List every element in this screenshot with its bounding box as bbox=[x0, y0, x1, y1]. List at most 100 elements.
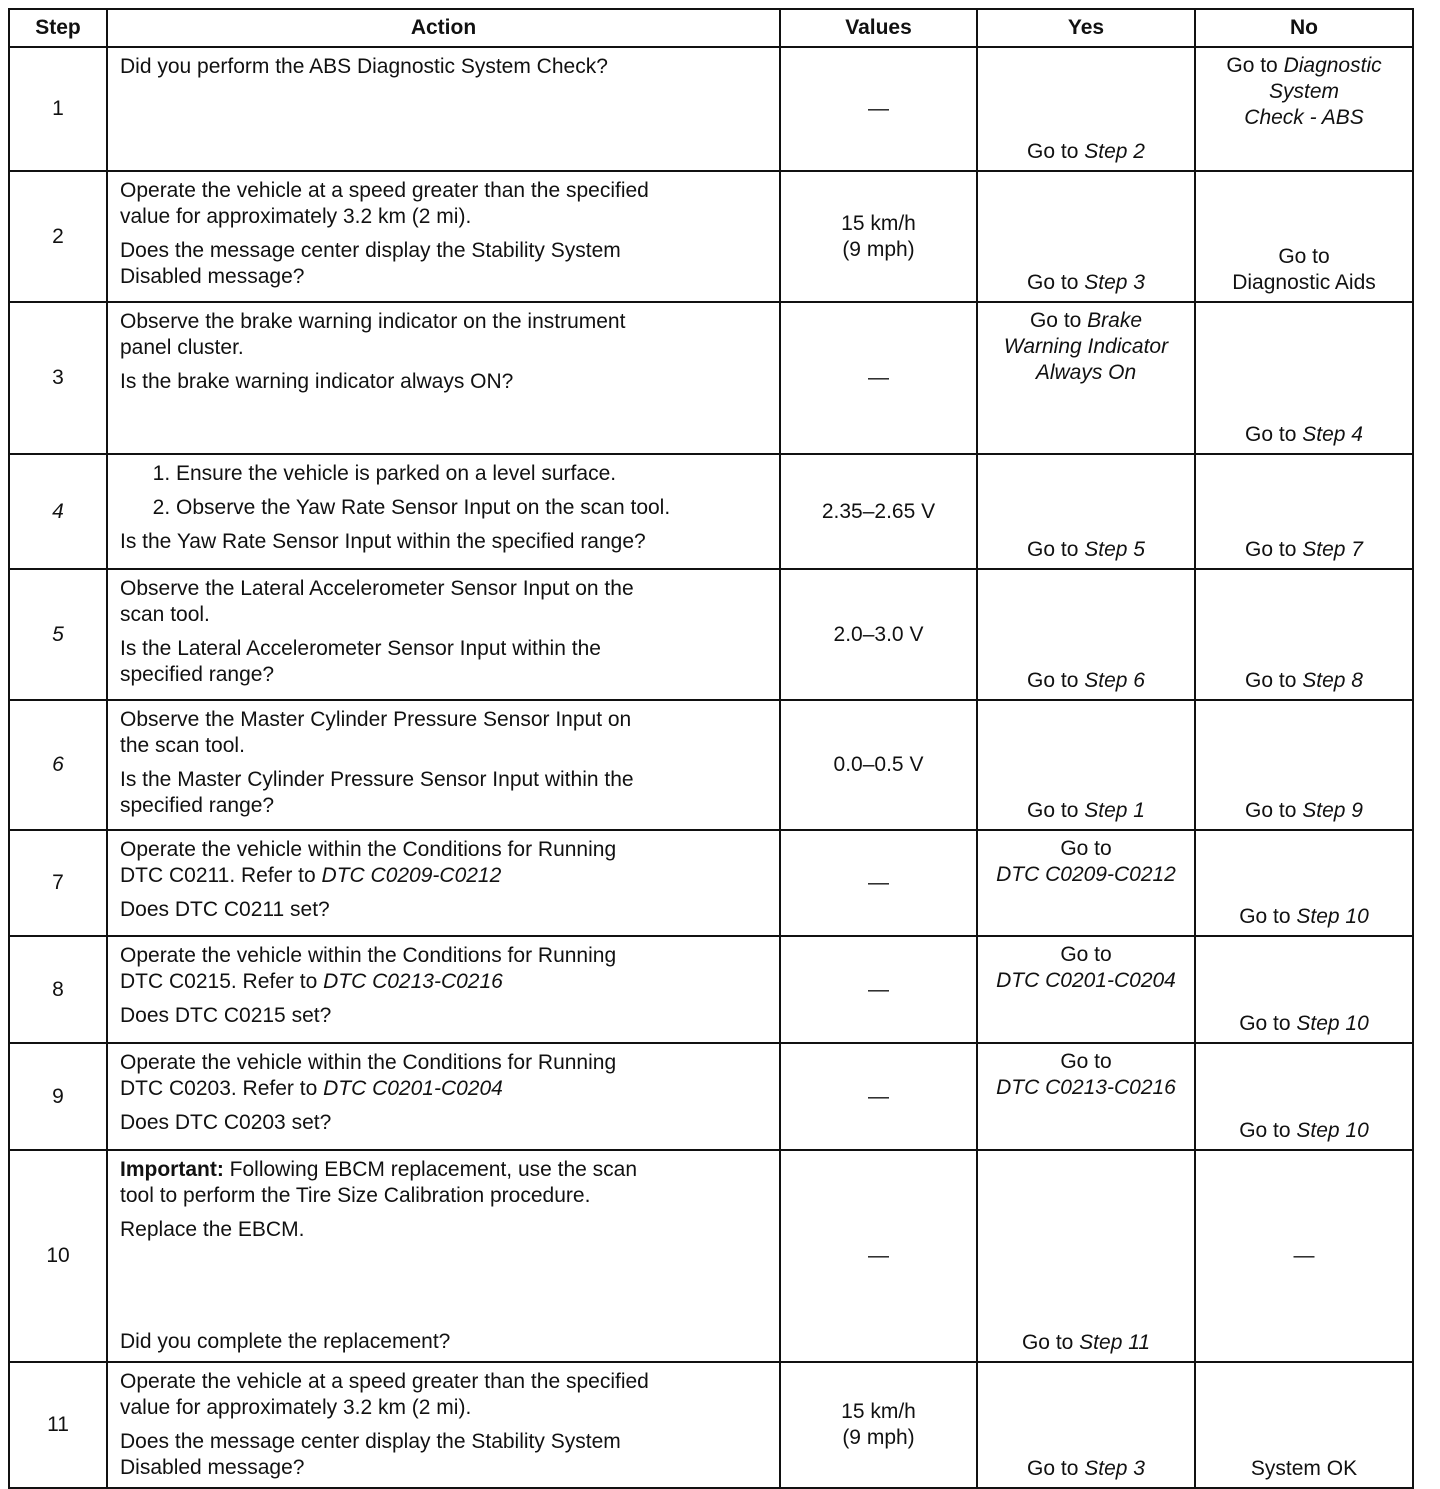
text: Observe the Master Cylinder Pressure Sen… bbox=[120, 708, 632, 757]
paragraph: Go to Step 4 bbox=[1206, 422, 1402, 448]
step-number: 3 bbox=[52, 366, 64, 389]
yes-cell: Go to Step 3 bbox=[976, 170, 1196, 303]
action-cell: Ensure the vehicle is parked on a level … bbox=[106, 453, 781, 570]
action-steps-list: Ensure the vehicle is parked on a level … bbox=[120, 461, 767, 529]
value-text: — bbox=[868, 1244, 889, 1267]
text: Go to bbox=[1239, 905, 1297, 928]
cross-reference: Step 11 bbox=[1079, 1331, 1151, 1354]
cross-reference: DTC C0201-C0204 bbox=[323, 1077, 503, 1100]
text: Go to bbox=[1226, 54, 1284, 77]
text: Observe the Lateral Accelerometer Sensor… bbox=[120, 577, 634, 626]
text: Go to bbox=[1060, 837, 1112, 860]
value-text: — bbox=[868, 977, 889, 1001]
paragraph: Go to Step 2 bbox=[988, 139, 1184, 165]
step-cell: 9 bbox=[8, 1042, 108, 1151]
table-row: 10 Important: Following EBCM replacement,… bbox=[8, 1149, 1414, 1363]
no-cell: System OK bbox=[1194, 1361, 1414, 1489]
values-cell: — bbox=[779, 1042, 978, 1151]
paragraph: Observe the Master Cylinder Pressure Sen… bbox=[120, 707, 767, 759]
cross-reference: Step 6 bbox=[1084, 669, 1145, 692]
yes-cell: Go to DTC C0213-C0216 bbox=[976, 1042, 1196, 1151]
text: Go to bbox=[1021, 1331, 1080, 1354]
text: Go to bbox=[1060, 1050, 1112, 1073]
text: Go to bbox=[1239, 1012, 1297, 1035]
values-cell: — bbox=[779, 935, 978, 1044]
step-number: 5 bbox=[52, 622, 64, 646]
values-cell: — bbox=[779, 1149, 978, 1363]
text: Go to Diagnostic Aids bbox=[1232, 245, 1376, 294]
text: Go to bbox=[1027, 271, 1085, 294]
values-cell: — bbox=[779, 829, 978, 937]
table-row: 11 Operate the vehicle at a speed greater… bbox=[8, 1361, 1414, 1489]
paragraph: Go to Step 5 bbox=[988, 537, 1184, 563]
cross-reference: Step 5 bbox=[1084, 538, 1145, 561]
text: Operate the vehicle at a speed greater t… bbox=[120, 1370, 649, 1419]
step-number: 10 bbox=[46, 1244, 70, 1267]
list-item: Observe the Yaw Rate Sensor Input on the… bbox=[176, 495, 767, 521]
value-text: 2.35–2.65 V bbox=[821, 499, 936, 523]
step-cell: 7 bbox=[8, 829, 108, 937]
list-item: Ensure the vehicle is parked on a level … bbox=[176, 461, 767, 487]
yes-cell: Go to DTC C0209-C0212 bbox=[976, 829, 1196, 937]
yes-cell: Go to Step 1 bbox=[976, 699, 1196, 831]
paragraph: Did you complete the replacement? bbox=[120, 1329, 767, 1355]
values-cell: — bbox=[779, 46, 978, 172]
text: Operate the vehicle within the Condition… bbox=[120, 1051, 617, 1100]
text: Is the Master Cylinder Pressure Sensor I… bbox=[120, 768, 634, 817]
text: Go to bbox=[1027, 669, 1085, 692]
paragraph: Go to DTC C0213-C0216 bbox=[988, 1049, 1184, 1101]
value-text: 0.0–0.5 V bbox=[833, 753, 924, 776]
yes-cell: Go to Step 11 bbox=[976, 1149, 1196, 1363]
step-cell: 4 bbox=[8, 453, 108, 570]
no-cell: Go to Step 7 bbox=[1194, 453, 1414, 570]
no-cell: Go to Diagnostic System Check - ABS bbox=[1194, 46, 1414, 172]
paragraph: Go to Step 11 bbox=[988, 1330, 1184, 1356]
cross-reference: DTC C0209-C0212 bbox=[321, 864, 502, 887]
paragraph: Go to Brake Warning Indicator Always On bbox=[988, 308, 1184, 386]
text: Go to bbox=[1245, 799, 1303, 822]
step-cell: 5 bbox=[8, 568, 108, 701]
paragraph: Go to Step 3 bbox=[988, 1456, 1184, 1482]
cross-reference: Step 3 bbox=[1084, 271, 1145, 294]
paragraph: Go to Step 10 bbox=[1206, 1118, 1402, 1144]
text: Replace the EBCM. bbox=[120, 1218, 305, 1241]
paragraph: Is the Lateral Accelerometer Sensor Inpu… bbox=[120, 636, 767, 688]
paragraph: Go to Step 8 bbox=[1206, 668, 1402, 694]
value-text: 2.0–3.0 V bbox=[833, 622, 924, 646]
no-cell: Go to Step 10 bbox=[1194, 935, 1414, 1044]
text: Operate the vehicle within the Condition… bbox=[120, 838, 617, 887]
paragraph: Does the message center display the Stab… bbox=[120, 238, 767, 290]
no-cell: Go to Step 4 bbox=[1194, 301, 1414, 455]
text: Is the Yaw Rate Sensor Input within the … bbox=[120, 530, 646, 553]
text: Did you perform the ABS Diagnostic Syste… bbox=[120, 55, 608, 78]
table-row: 6 Observe the Master Cylinder Pressure Se… bbox=[8, 699, 1414, 831]
paragraph: Go to Step 3 bbox=[988, 270, 1184, 296]
no-cell: Go to Step 9 bbox=[1194, 699, 1414, 831]
step-cell: 8 bbox=[8, 935, 108, 1044]
action-cell: Observe the brake warning indicator on t… bbox=[106, 301, 781, 455]
cross-reference: DTC C0201-C0204 bbox=[996, 969, 1176, 992]
header-action: Action bbox=[106, 8, 781, 48]
paragraph: Go to DTC C0201-C0204 bbox=[988, 942, 1184, 994]
value-text: — bbox=[868, 366, 889, 389]
paragraph: Operate the vehicle within the Condition… bbox=[120, 1050, 767, 1102]
yes-cell: Go to Step 3 bbox=[976, 1361, 1196, 1489]
paragraph: Is the Yaw Rate Sensor Input within the … bbox=[120, 529, 767, 555]
text: Does the message center display the Stab… bbox=[120, 1430, 621, 1479]
paragraph: Operate the vehicle within the Condition… bbox=[120, 837, 767, 889]
cross-reference: Step 8 bbox=[1302, 669, 1363, 692]
text: Go to bbox=[1029, 309, 1088, 332]
table-row: 9 Operate the vehicle within the Conditio… bbox=[8, 1042, 1414, 1151]
header-step: Step bbox=[8, 8, 108, 48]
paragraph: Operate the vehicle at a speed greater t… bbox=[120, 1369, 767, 1421]
diagnostic-table: Step Action Values Yes No 1 Did you perform t… bbox=[8, 8, 1414, 1489]
paragraph: Operate the vehicle at a speed greater t… bbox=[120, 178, 767, 230]
step-cell: 1 bbox=[8, 46, 108, 172]
table-row: 1 Did you perform the ABS Diagnostic Syst… bbox=[8, 46, 1414, 172]
paragraph: Is the brake warning indicator always ON… bbox=[120, 369, 767, 395]
action-cell: Operate the vehicle at a speed greater t… bbox=[106, 170, 781, 303]
table-row: 8 Operate the vehicle within the Conditio… bbox=[8, 935, 1414, 1044]
cross-reference: DTC C0213-C0216 bbox=[323, 970, 503, 993]
paragraph: Operate the vehicle within the Condition… bbox=[120, 943, 767, 995]
paragraph: Go to Step 7 bbox=[1206, 537, 1402, 563]
